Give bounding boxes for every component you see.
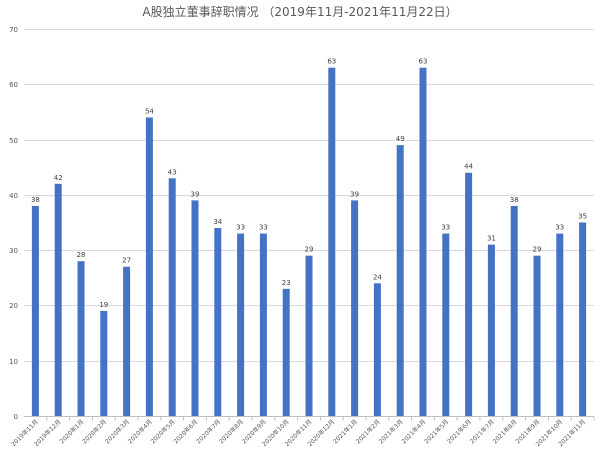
bar (442, 233, 450, 416)
bar (259, 233, 267, 416)
y-tick-label: 0 (14, 413, 18, 421)
y-tick-label: 70 (9, 26, 18, 34)
bar-value-label: 39 (350, 190, 359, 198)
bar (31, 205, 39, 416)
bar (351, 200, 359, 416)
y-tick-label: 10 (9, 358, 18, 366)
bar (328, 67, 336, 416)
axes (24, 416, 595, 421)
bar-value-label: 33 (259, 224, 268, 232)
bar (100, 310, 108, 416)
bar (533, 255, 541, 416)
bar-value-label: 29 (305, 246, 314, 254)
bar-value-label: 19 (99, 301, 108, 309)
bar-value-label: 38 (31, 196, 40, 204)
bar-value-label: 35 (578, 213, 587, 221)
bar-value-label: 44 (464, 163, 473, 171)
bar-value-label: 27 (122, 257, 131, 265)
bar (556, 233, 564, 416)
bar-value-label: 24 (373, 273, 382, 281)
bars (31, 67, 587, 417)
bar-value-label: 34 (213, 218, 222, 226)
bar (487, 244, 495, 416)
bar-value-label: 49 (396, 135, 405, 143)
y-tick-label: 40 (9, 192, 18, 200)
bar (123, 266, 131, 416)
y-tick-label: 30 (9, 247, 18, 255)
bar-value-label: 43 (168, 168, 177, 176)
data-labels: 38 42 28 19 27 54 43 39 34 33 33 23 29 63 39 24 49 63 33 44… (31, 58, 587, 309)
bar (419, 67, 427, 416)
bar (77, 261, 85, 416)
bar-value-label: 33 (236, 224, 245, 232)
bar-value-label: 33 (555, 224, 564, 232)
y-axis-ticks: 0 10 20 30 40 50 60 70 (9, 26, 18, 421)
bar (282, 288, 290, 416)
bar-value-label: 23 (282, 279, 291, 287)
bar-value-label: 63 (327, 58, 336, 66)
y-tick-label: 20 (9, 302, 18, 310)
bar (191, 200, 199, 416)
bar (145, 117, 153, 417)
bar-value-label: 28 (77, 251, 86, 259)
y-tick-label: 60 (9, 81, 18, 89)
bar-value-label: 39 (191, 190, 200, 198)
bar (510, 205, 518, 416)
bar-value-label: 33 (441, 224, 450, 232)
x-axis-ticks: 2019年11月2019年12月2020年1月2020年2月2020年3月202… (9, 418, 587, 448)
bar-value-label: 54 (145, 107, 154, 115)
bar-value-label: 29 (533, 246, 542, 254)
bar (305, 255, 313, 416)
bar (54, 183, 62, 416)
bar (579, 222, 587, 416)
bar-value-label: 31 (487, 235, 496, 243)
bar-value-label: 38 (510, 196, 519, 204)
bar (237, 233, 245, 416)
y-tick-label: 50 (9, 137, 18, 145)
chart-title: A股独立董事辞职情况 （2019年11月-2021年11月22日） (142, 5, 458, 19)
bar-value-label: 63 (419, 58, 428, 66)
bar (396, 145, 404, 416)
bar (465, 172, 473, 416)
bar (214, 228, 222, 416)
bar (168, 178, 176, 416)
bar (373, 283, 381, 416)
bar-value-label: 42 (54, 174, 63, 182)
